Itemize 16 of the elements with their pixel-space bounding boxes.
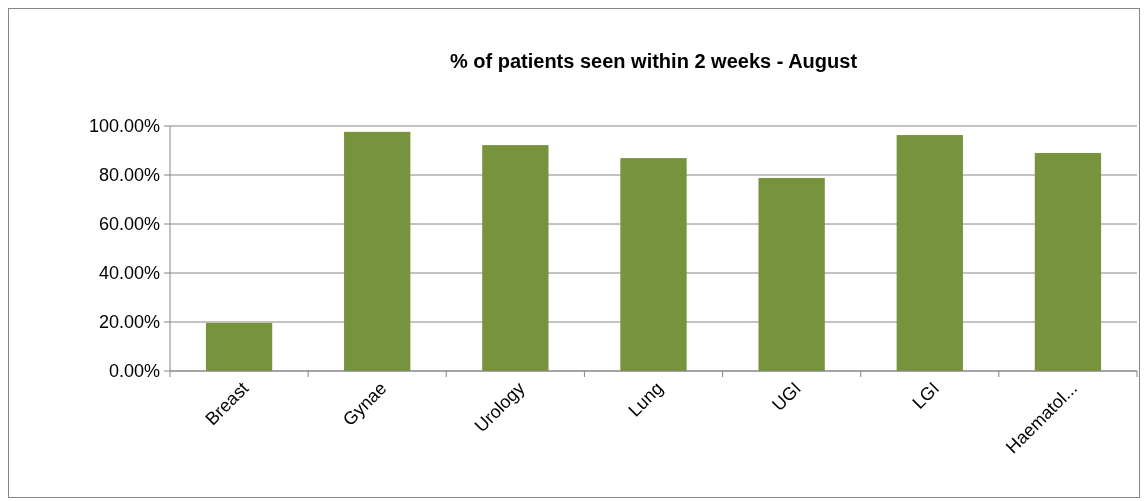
y-tick-label: 100.00% — [88, 116, 160, 137]
chart-title: % of patients seen within 2 weeks - August — [449, 50, 858, 72]
bar — [205, 322, 273, 371]
x-tick-label: LGI — [908, 378, 944, 413]
bar — [1034, 152, 1102, 371]
y-tick-label: 80.00% — [98, 165, 160, 186]
bar — [482, 145, 549, 371]
bar — [896, 135, 963, 371]
bar — [344, 131, 411, 371]
y-tick-label: 60.00% — [98, 214, 160, 235]
bar — [620, 158, 687, 371]
y-tick-label: 40.00% — [98, 263, 160, 284]
x-tick-label: UGI — [768, 378, 805, 415]
y-tick-label: 0.00% — [108, 361, 160, 382]
bar — [758, 177, 825, 371]
y-tick-label: 20.00% — [98, 312, 160, 333]
